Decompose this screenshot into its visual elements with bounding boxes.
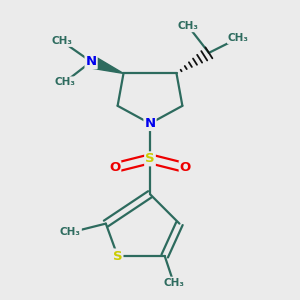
Text: S: S bbox=[113, 250, 122, 262]
Text: O: O bbox=[109, 161, 120, 174]
Text: O: O bbox=[180, 161, 191, 174]
Polygon shape bbox=[89, 56, 124, 74]
Text: CH₃: CH₃ bbox=[60, 227, 81, 237]
Text: N: N bbox=[144, 117, 156, 130]
Text: N: N bbox=[85, 55, 97, 68]
Text: S: S bbox=[145, 152, 155, 165]
Text: CH₃: CH₃ bbox=[228, 33, 249, 43]
Text: CH₃: CH₃ bbox=[178, 21, 199, 31]
Text: CH₃: CH₃ bbox=[54, 77, 75, 87]
Text: CH₃: CH₃ bbox=[163, 278, 184, 287]
Text: CH₃: CH₃ bbox=[51, 36, 72, 46]
